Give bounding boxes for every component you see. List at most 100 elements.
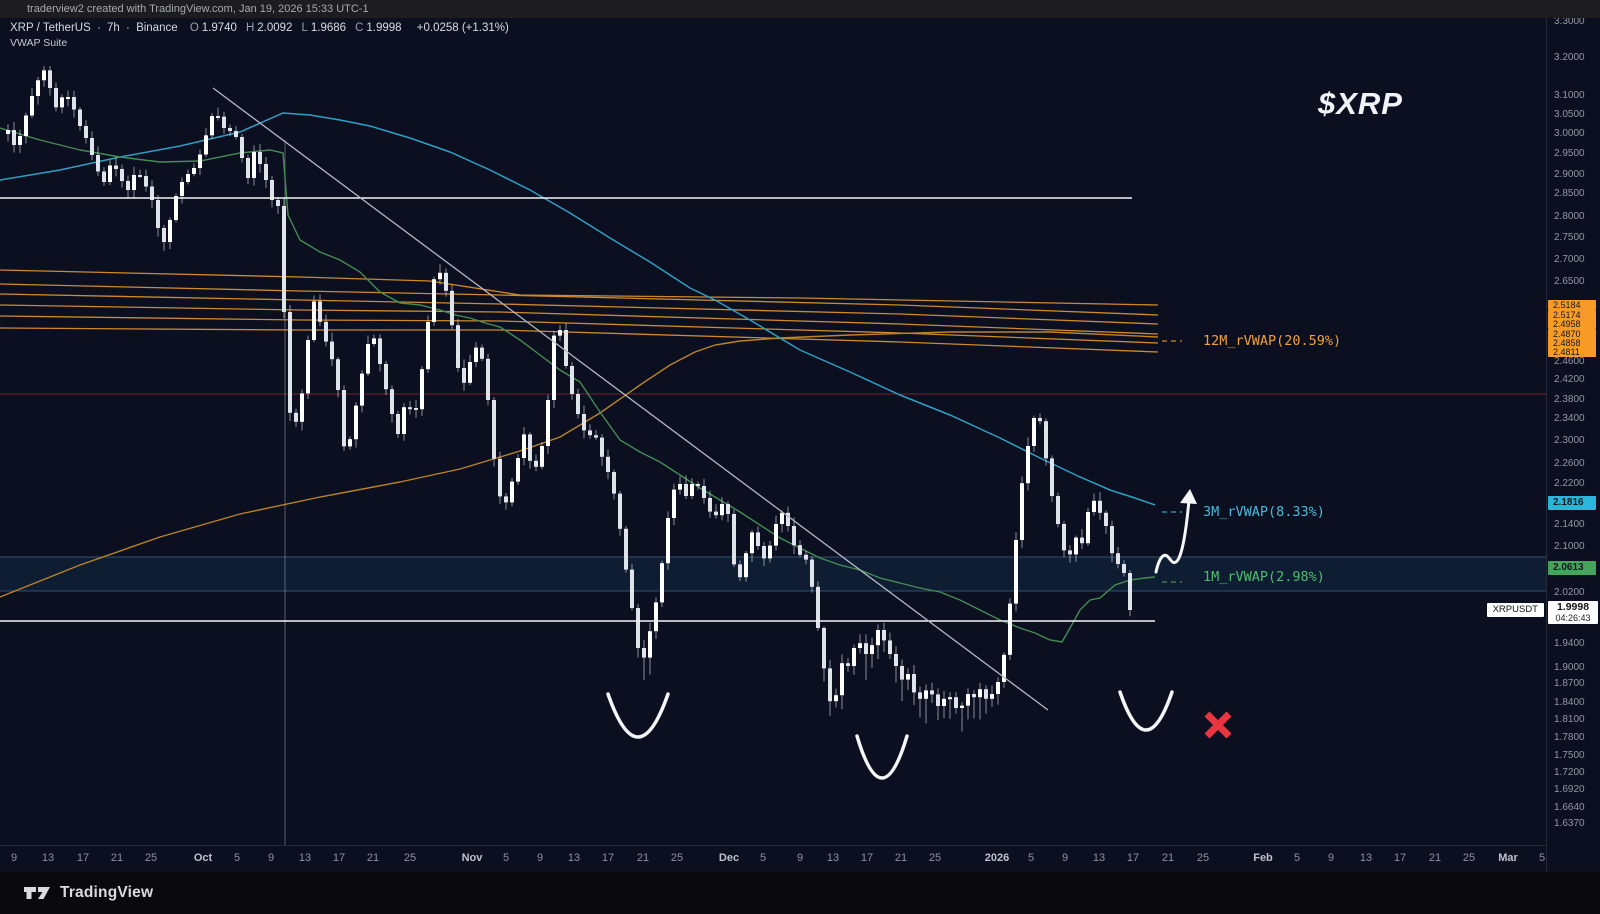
time-axis-label: 13 xyxy=(1092,852,1106,864)
vwap-12m-price-tag: 2.4870 xyxy=(1548,329,1596,339)
symbol-name[interactable]: XRP / TetherUS xyxy=(10,22,91,34)
price-axis-label: 1.7200 xyxy=(1554,767,1585,778)
time-axis-label: Dec xyxy=(718,852,740,864)
bar-countdown: 04:26:43 xyxy=(1555,613,1591,623)
time-axis-label: 13 xyxy=(298,852,312,864)
time-axis-label: 17 xyxy=(601,852,615,864)
time-axis-label: 25 xyxy=(144,852,158,864)
chart-legend: XRP / TetherUS · 7h · Binance O 1.9740 H 2.… xyxy=(10,22,512,49)
price-axis-label: 1.8100 xyxy=(1554,714,1585,725)
tradingview-logo-text: TradingView xyxy=(60,884,154,901)
price-axis-label: 3.2000 xyxy=(1554,52,1585,63)
price-axis-label: 2.7000 xyxy=(1554,254,1585,265)
time-axis-label: 5 xyxy=(759,852,767,864)
time-axis-label: 21 xyxy=(110,852,124,864)
u-curve-drawing-1[interactable] xyxy=(855,734,909,780)
up-arrow-drawing[interactable] xyxy=(1154,498,1191,574)
time-axis-label: 25 xyxy=(928,852,942,864)
time-axis-label: 21 xyxy=(636,852,650,864)
price-axis-label: 2.8000 xyxy=(1554,211,1585,222)
time-axis-label: Nov xyxy=(461,852,483,864)
price-axis-label: 1.6370 xyxy=(1554,818,1585,829)
price-axis-label: 2.3000 xyxy=(1554,435,1585,446)
vwap-1m-price-tag: 2.0613 xyxy=(1548,561,1596,575)
vwap-12m-price-tag: 2.4858 xyxy=(1548,338,1596,348)
time-axis-label: 25 xyxy=(403,852,417,864)
last-price-value: 1.9998 xyxy=(1556,601,1590,613)
time-axis-label: 17 xyxy=(332,852,346,864)
ohlc-value: 1.9998 xyxy=(366,22,402,34)
interval-label[interactable]: 7h xyxy=(107,22,120,34)
last-price-tag: 1.9998 04:26:43 xyxy=(1548,601,1598,624)
time-axis-label: 9 xyxy=(1327,852,1335,864)
up-arrow-head xyxy=(1180,489,1197,504)
price-axis-label: 1.8700 xyxy=(1554,678,1585,689)
time-axis-label: Feb xyxy=(1253,852,1273,864)
time-axis-label: 2026 xyxy=(984,852,1010,864)
legend-separator: · xyxy=(96,22,101,34)
time-axis-label: 17 xyxy=(860,852,874,864)
ohlc-value: 1.9686 xyxy=(310,22,347,34)
price-axis-label: 2.9000 xyxy=(1554,169,1585,180)
price-axis-label: 3.0000 xyxy=(1554,128,1585,139)
time-axis-label: Mar xyxy=(1498,852,1518,864)
vwap-3m-label: 3M_rVWAP(8.33%) xyxy=(1203,504,1325,520)
legend-separator: · xyxy=(126,22,130,34)
indicator-legend-row[interactable]: VWAP Suite xyxy=(10,37,512,49)
price-axis-label: 2.9500 xyxy=(1554,148,1585,159)
u-curve-drawing-0[interactable] xyxy=(606,692,670,739)
time-axis-label: 25 xyxy=(670,852,684,864)
xrp-text-drawing[interactable]: $XRP xyxy=(1318,86,1403,121)
indicator-name[interactable]: VWAP Suite xyxy=(10,37,68,49)
ohlc-key: H xyxy=(245,22,255,34)
trendline-drawing[interactable] xyxy=(212,87,1049,711)
vwap-3m-line xyxy=(0,112,1156,506)
time-axis-label: 5 xyxy=(1293,852,1301,864)
tradingview-logo[interactable]: TradingView xyxy=(24,884,153,902)
price-axis-label: 1.7800 xyxy=(1554,732,1585,743)
vwap-12m-price-tag: 2.4811 xyxy=(1548,347,1596,357)
time-axis-label: 5 xyxy=(233,852,241,864)
time-axis-label: 21 xyxy=(1428,852,1442,864)
vwap-1m-line xyxy=(0,127,1156,643)
footer-bar: TradingView xyxy=(0,872,1600,914)
time-axis-label: 13 xyxy=(1359,852,1373,864)
vwap-band xyxy=(0,557,1546,591)
ohlc-value: 1.9740 xyxy=(201,22,237,34)
chart-stage[interactable]: XRP / TetherUS · 7h · Binance O 1.9740 H 2.… xyxy=(0,0,1600,872)
vwap-12m-band-line-5 xyxy=(0,327,1159,353)
time-axis-label: 21 xyxy=(366,852,380,864)
vwap-1m-label: 1M_rVWAP(2.98%) xyxy=(1203,569,1325,585)
vwap-12m-band-line-0 xyxy=(0,269,1159,306)
time-axis-label: 13 xyxy=(567,852,581,864)
candlestick-series xyxy=(6,66,1132,732)
ohlc-values: O 1.9740 H 2.0092 L 1.9686 C 1.9998 xyxy=(184,22,405,34)
price-axis-label: 1.8400 xyxy=(1554,697,1585,708)
exchange-label: Binance xyxy=(136,22,178,34)
symbol-price-label: XRPUSDT xyxy=(1486,603,1544,617)
price-axis-label: 1.6920 xyxy=(1554,784,1585,795)
vwap-12m-price-tag: 2.4958 xyxy=(1548,319,1596,329)
price-axis-label: 2.4600 xyxy=(1554,356,1585,367)
time-axis-label: 9 xyxy=(536,852,544,864)
price-axis[interactable]: 3.3000 3.2000 3.1000 3.0500 3.0000 2.9500 2.90… xyxy=(1546,16,1600,872)
price-axis-label: 1.7500 xyxy=(1554,750,1585,761)
symbol-row: XRP / TetherUS · 7h · Binance O 1.9740 H 2.… xyxy=(10,22,512,34)
price-axis-label: 2.4200 xyxy=(1554,374,1585,385)
price-axis-label: 3.1000 xyxy=(1554,90,1585,101)
time-axis-label: 13 xyxy=(41,852,55,864)
vwap-12m-price-tag: 2.5184 xyxy=(1548,300,1596,310)
price-axis-label: 1.9000 xyxy=(1554,662,1585,673)
time-axis-label: 13 xyxy=(826,852,840,864)
attribution-bar: traderview2 created with TradingView.com… xyxy=(0,0,1600,18)
ohlc-key: C xyxy=(355,22,364,34)
price-axis-label: 2.8500 xyxy=(1554,188,1585,199)
time-axis-label: 9 xyxy=(10,852,18,864)
x-mark-drawing[interactable] xyxy=(1204,711,1232,739)
price-chart-canvas[interactable] xyxy=(0,0,1546,845)
time-axis[interactable]: 9 13 17 21 25 Oct 5 9 13 17 21 25 Nov 5 9 13 17 21 25 Dec 5 9… xyxy=(0,845,1546,873)
u-curve-drawing-2[interactable] xyxy=(1118,690,1174,732)
price-axis-label: 2.3400 xyxy=(1554,413,1585,424)
time-axis-label: 17 xyxy=(1393,852,1407,864)
vwap-3m-price-tag: 2.1816 xyxy=(1548,496,1596,510)
